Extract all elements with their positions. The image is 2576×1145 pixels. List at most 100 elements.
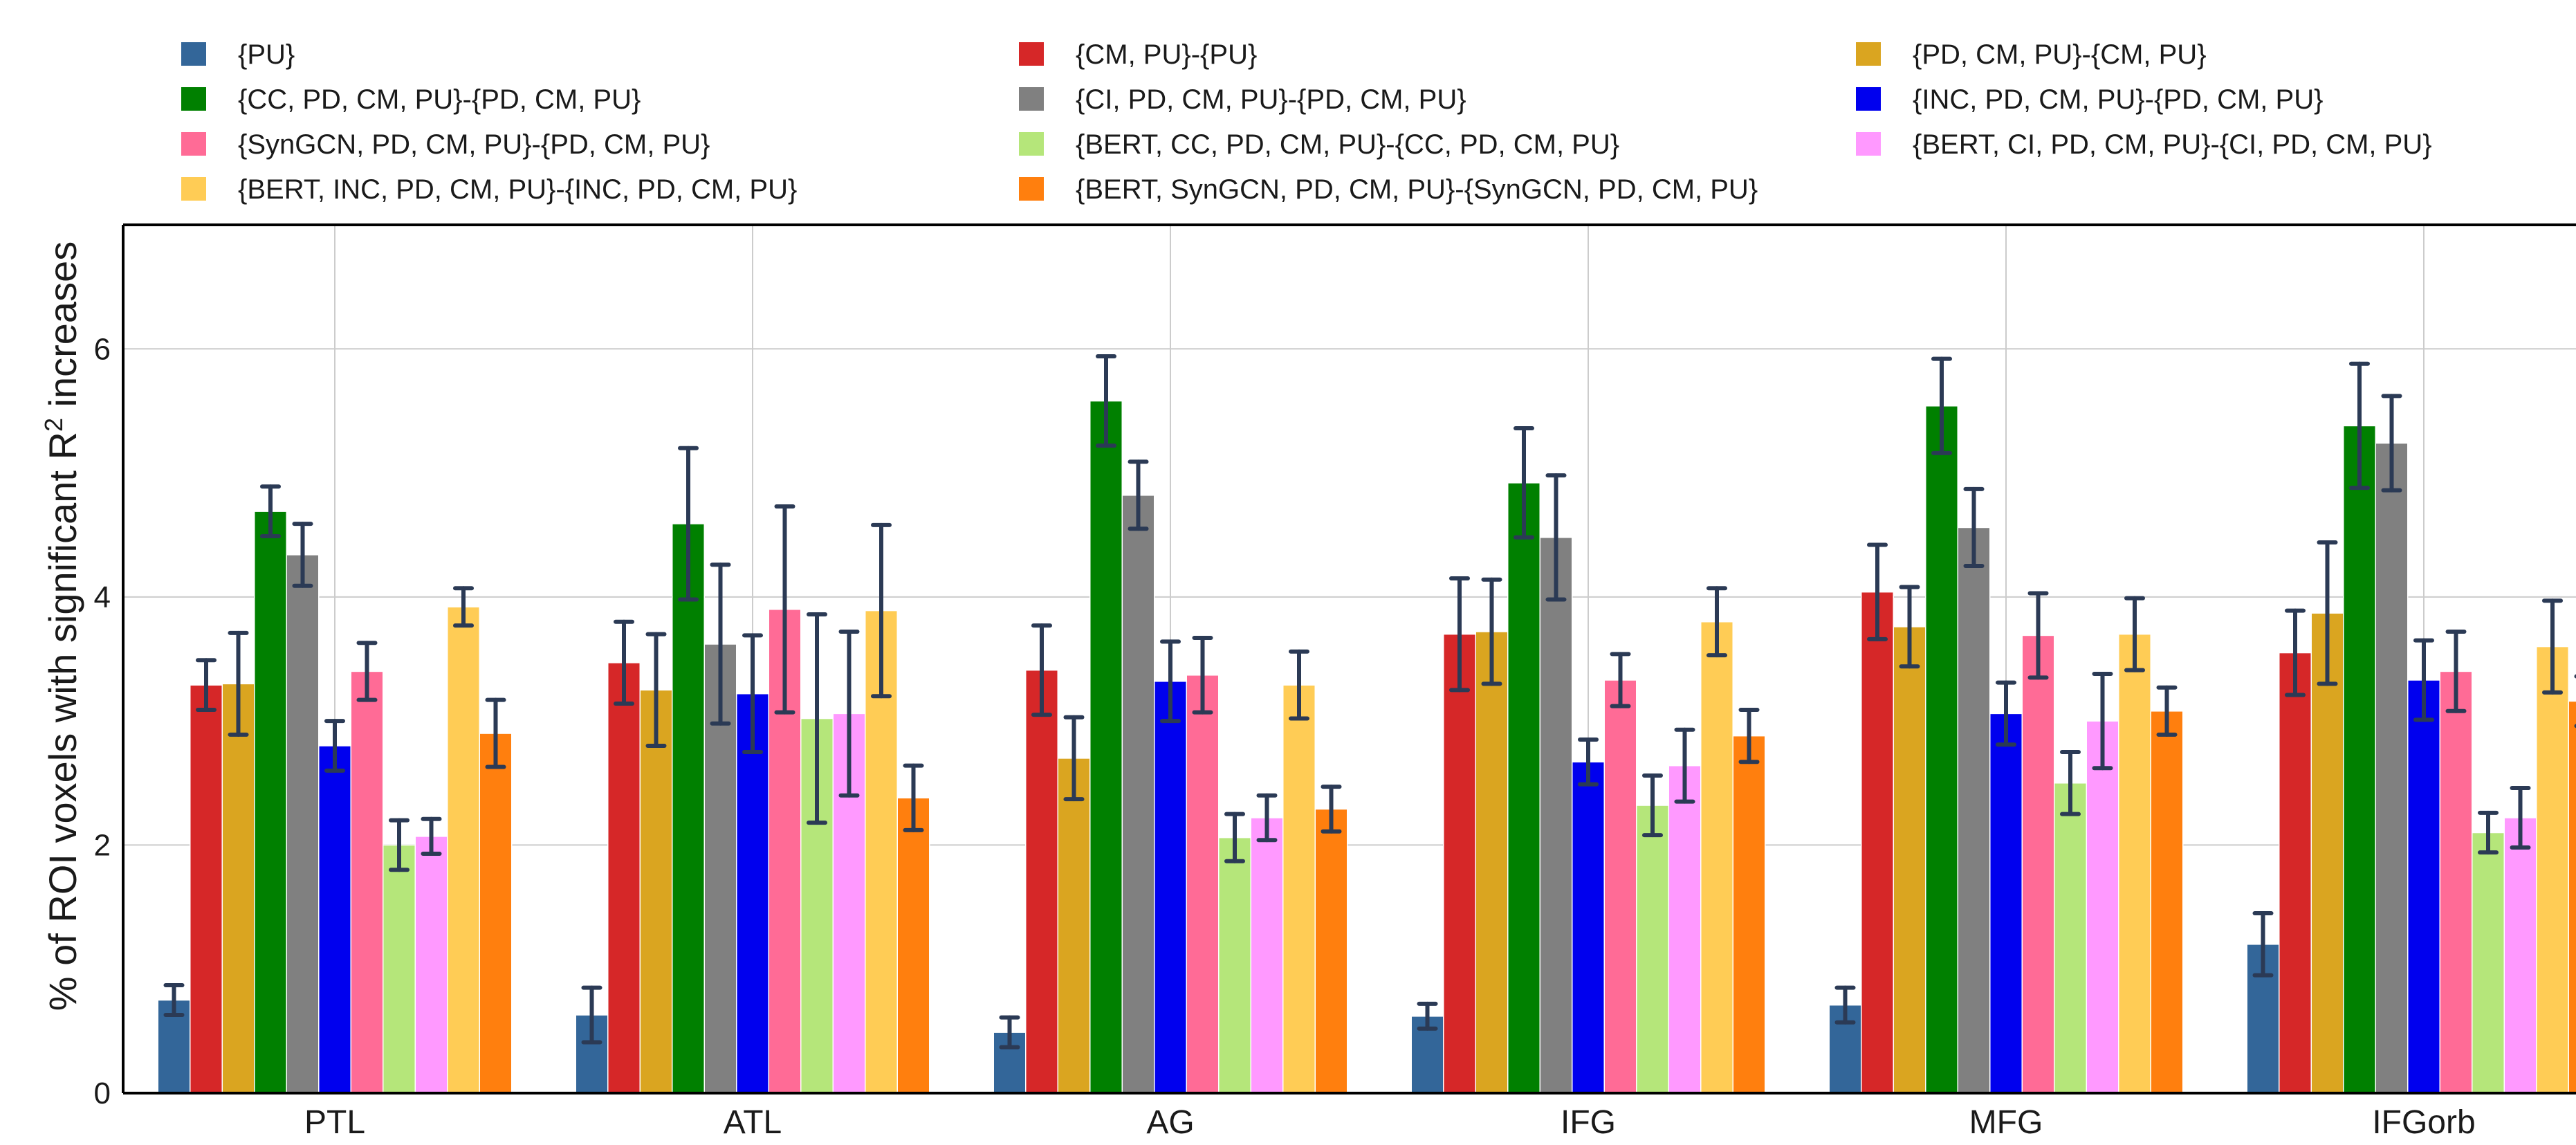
bar-mfg-s6 (2021, 634, 2055, 1094)
legend-item: {BERT, CI, PD, CM, PU}-{CI, PD, CM, PU} (1856, 129, 2432, 160)
error-bar-ptl-s7 (389, 818, 410, 872)
error-bar-ptl-s3 (260, 484, 281, 539)
bar-mfg-s9 (2118, 633, 2151, 1094)
y-tick-label: 2 (94, 828, 111, 862)
legend-item: {PU} (181, 39, 295, 70)
legend-swatch (181, 87, 206, 111)
bar-ifg-s9 (1700, 621, 1733, 1094)
bar-mfg-s3 (1925, 405, 1958, 1094)
bar-ifg-s4 (1539, 537, 1573, 1094)
bar-ptl-s8 (414, 836, 448, 1094)
y-tick-label: 6 (94, 332, 111, 366)
error-bar-ag-s4 (1128, 459, 1149, 531)
plot-area (122, 223, 2576, 1094)
error-bar-mfg-s6 (2027, 591, 2049, 680)
error-bar-mfg-s7 (2060, 749, 2081, 816)
error-bar-atl-s9 (871, 522, 892, 699)
bar-ifg-s7 (1636, 805, 1669, 1094)
error-bar-ifgorb-s6 (2445, 630, 2467, 713)
legend-swatch (1856, 42, 1881, 66)
error-bar-ifg-s1 (1449, 576, 1470, 693)
error-bar-ifg-s0 (1417, 1001, 1438, 1031)
bar-ifgorb-s6 (2439, 670, 2473, 1094)
error-bar-ifg-s6 (1610, 652, 1631, 708)
bar-ifgorb-s9 (2536, 645, 2569, 1094)
x-tick-label: AG (1146, 1104, 1194, 1141)
bar-ifg-s5 (1572, 761, 1605, 1094)
x-tick-label: PTL (304, 1104, 365, 1141)
error-bar-ifg-s9 (1706, 586, 1727, 658)
error-bar-ifgorb-s0 (2252, 911, 2274, 978)
legend-swatch (1019, 132, 1044, 156)
legend-swatch (181, 42, 206, 66)
error-bar-atl-s0 (581, 985, 602, 1045)
bar-ptl-s10 (479, 733, 513, 1094)
legend-swatch (1019, 42, 1044, 66)
error-bar-ifg-s2 (1481, 577, 1502, 686)
x-axis: PTL ATL AG IFG MFG IFGorb (304, 1104, 2476, 1141)
bar-ptl-s4 (286, 554, 320, 1094)
bar-ag-s3 (1089, 400, 1123, 1094)
bar-ifgorb-s4 (2375, 442, 2409, 1094)
error-bar-ag-s1 (1031, 623, 1052, 717)
error-bar-ag-s2 (1063, 715, 1085, 802)
legend-label: {SynGCN, PD, CM, PU}-{PD, CM, PU} (238, 129, 710, 160)
error-bar-mfg-s5 (1996, 680, 2016, 747)
bar-ifgorb-s7 (2472, 832, 2505, 1094)
error-bar-ifgorb-s2 (2317, 540, 2338, 686)
error-bar-ptl-s10 (485, 697, 506, 769)
error-bar-ptl-s1 (196, 658, 217, 713)
error-bar-atl-s6 (774, 504, 795, 715)
legend-item: {CM, PU}-{PU} (1019, 39, 1257, 70)
error-bar-ptl-s9 (453, 586, 474, 628)
bar-ag-s7 (1218, 836, 1251, 1094)
bar-atl-s1 (607, 662, 641, 1094)
x-tick-label: IFGorb (2372, 1104, 2475, 1141)
error-bar-atl-s3 (678, 446, 699, 602)
error-bar-ag-s8 (1256, 793, 1278, 843)
bar-ptl-s2 (221, 683, 255, 1094)
legend-item: {BERT, CC, PD, CM, PU}-{CC, PD, CM, PU} (1019, 129, 1619, 160)
y-axis: 0 2 4 6 (94, 332, 111, 1110)
legend-label: {BERT, SynGCN, PD, CM, PU}-{SynGCN, PD, … (1076, 174, 1758, 205)
bar-mfg-s10 (2150, 711, 2184, 1094)
error-bar-ag-s9 (1289, 649, 1309, 721)
legend-item: {SynGCN, PD, CM, PU}-{PD, CM, PU} (181, 129, 710, 160)
bar-ifgorb-s10 (2568, 700, 2576, 1094)
legend-item: {INC, PD, CM, PU}-{PD, CM, PU} (1856, 84, 2323, 115)
bar-ag-s1 (1025, 669, 1058, 1094)
error-bar-ag-s3 (1096, 354, 1116, 448)
bar-ag-s8 (1250, 817, 1284, 1094)
x-tick-label: MFG (1969, 1104, 2043, 1141)
error-bar-ifgorb-s3 (2349, 361, 2370, 491)
error-bar-ptl-s0 (163, 983, 185, 1018)
error-bar-atl-s4 (710, 562, 731, 726)
bar-ptl-s5 (318, 745, 351, 1094)
y-tick-label: 4 (94, 580, 111, 614)
error-bar-ifgorb-s1 (2285, 608, 2306, 697)
bar-atl-s10 (896, 797, 930, 1094)
error-bar-mfg-s10 (2156, 685, 2178, 737)
error-bar-ifg-s4 (1545, 473, 1567, 602)
bar-ptl-s7 (383, 844, 416, 1094)
bar-ifgorb-s3 (2343, 425, 2376, 1094)
error-bar-mfg-s8 (2092, 672, 2113, 771)
bar-ifgorb-s2 (2310, 612, 2344, 1094)
legend-item: {CI, PD, CM, PU}-{PD, CM, PU} (1019, 84, 1466, 115)
y-axis-label-superscript: 2 (39, 418, 68, 432)
bar-ag-s2 (1057, 758, 1091, 1094)
legend-item: {PD, CM, PU}-{CM, PU} (1856, 39, 2207, 70)
legend-label: {CM, PU}-{PU} (1076, 39, 1257, 70)
legend-label: {CC, PD, CM, PU}-{PD, CM, PU} (238, 84, 641, 115)
error-bar-ifgorb-s9 (2542, 598, 2563, 695)
bar-ifg-s3 (1507, 482, 1540, 1094)
error-bar-atl-s8 (838, 630, 860, 798)
error-bar-mfg-s0 (1834, 985, 1856, 1025)
bar-mfg-s8 (2086, 720, 2119, 1094)
error-bar-atl-s2 (645, 632, 667, 748)
error-bar-ifg-s5 (1578, 738, 1599, 787)
bar-ag-s9 (1282, 684, 1316, 1094)
legend-swatch (1856, 132, 1881, 156)
error-bar-ag-s0 (999, 1015, 1020, 1050)
